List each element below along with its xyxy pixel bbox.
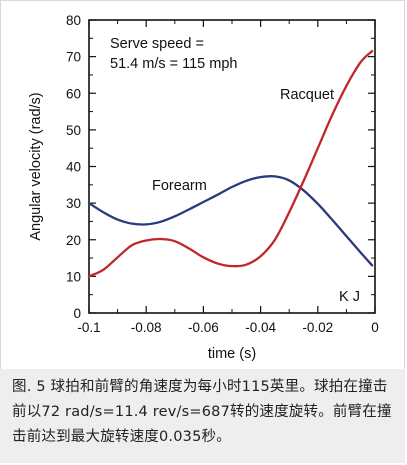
curves-layer <box>87 49 374 278</box>
y-axis-title: Angular velocity (rad/s) <box>28 92 44 240</box>
y-tick-label: 60 <box>66 86 81 101</box>
serve-speed-annotation-line-2: 51.4 m/s = 115 mph <box>110 56 237 72</box>
x-axis-title: time (s) <box>208 346 256 362</box>
y-tick-label: 10 <box>66 269 81 284</box>
y-tick-label: 70 <box>66 50 81 65</box>
x-tick-label: 0 <box>371 320 379 335</box>
series-label-kj: K J <box>339 289 360 305</box>
x-tick-label: -0.08 <box>131 320 162 335</box>
y-tick-label: 40 <box>66 160 81 175</box>
x-tick-label: -0.04 <box>245 320 276 335</box>
x-tick-label: -0.02 <box>302 320 333 335</box>
series-line-forearm <box>87 175 374 267</box>
y-tick-label: 30 <box>66 196 81 211</box>
y-tick-label: 0 <box>73 306 81 321</box>
serve-speed-annotation-line-1: Serve speed = <box>110 36 204 52</box>
angular-velocity-chart: -0.1 -0.08 -0.06 -0.04 -0.02 0 0 10 20 30 40 50 60 70… <box>28 13 379 362</box>
x-tick-label: -0.06 <box>188 320 219 335</box>
x-tick-label: -0.1 <box>77 320 100 335</box>
y-tick-label: 20 <box>66 233 81 248</box>
series-line-racquet <box>87 49 374 278</box>
labels-layer: Forearm Racquet K J <box>152 87 360 305</box>
y-tick-label: 80 <box>66 13 81 28</box>
ticks-layer: -0.1 -0.08 -0.06 -0.04 -0.02 0 0 10 20 30 40 50 60 70… <box>66 13 379 335</box>
figure-caption: 图. 5 球拍和前臂的角速度为每小时115英里。球拍在撞击前以72 rad/s=… <box>0 369 405 463</box>
y-tick-label: 50 <box>66 123 81 138</box>
series-label-forearm: Forearm <box>152 178 207 194</box>
series-label-racquet: Racquet <box>280 87 334 103</box>
